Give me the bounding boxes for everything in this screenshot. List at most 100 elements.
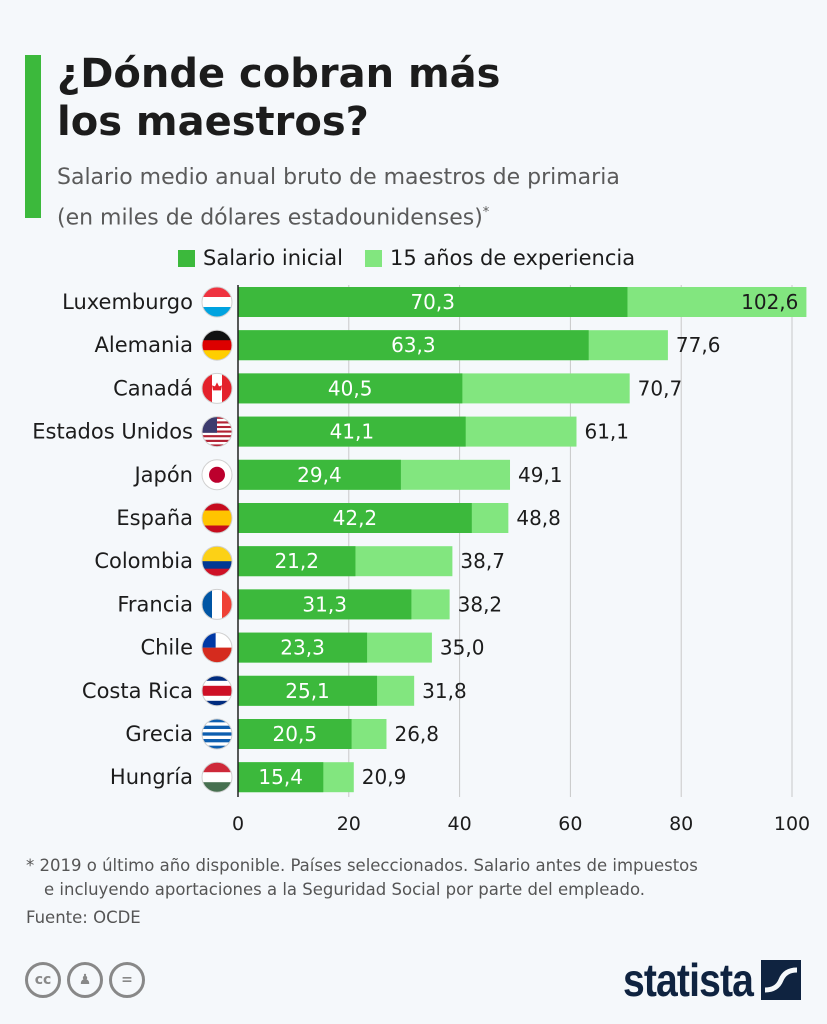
bar-initial	[238, 459, 401, 490]
flag-border	[201, 632, 233, 664]
data-label-experienced: 77,6	[676, 333, 721, 357]
flag-border	[201, 329, 233, 361]
flag-stripe	[202, 685, 232, 692]
x-tick-label: 40	[448, 813, 472, 835]
chart-subtitle: Salario medio anual bruto de maestros de…	[57, 160, 620, 235]
flag-stripe	[202, 589, 213, 620]
flag-border	[201, 416, 233, 448]
data-label-experienced: 31,8	[422, 679, 467, 703]
data-label-initial: 63,3	[391, 333, 436, 357]
flag-stripe	[202, 435, 232, 438]
x-tick-label: 20	[337, 813, 361, 835]
flag-border	[201, 372, 233, 404]
flag-stripe	[202, 680, 232, 687]
data-label-initial: 42,2	[333, 506, 378, 530]
x-tick-label: 80	[669, 813, 693, 835]
flag-stripe	[202, 647, 232, 663]
flag-stripe	[202, 518, 232, 526]
flag-border	[201, 718, 233, 750]
flag-border	[201, 545, 233, 577]
flag-stripe	[202, 546, 232, 555]
category-label: Alemania	[95, 333, 193, 357]
greece-flag-icon	[202, 719, 232, 749]
data-label-experienced: 26,8	[394, 722, 439, 746]
canada-flag-icon	[202, 373, 232, 404]
germany-flag-icon	[202, 330, 232, 361]
category-label: Francia	[117, 592, 193, 616]
category-label: Luxemburgo	[62, 290, 193, 314]
flag-stripe	[202, 441, 232, 445]
japan-flag-icon	[202, 459, 232, 490]
subtitle-line-2: (en miles de dólares estadounidenses)	[57, 205, 483, 231]
data-label-initial: 15,4	[258, 765, 303, 789]
footnote: * 2019 o último año disponible. Países s…	[26, 854, 698, 930]
flag-border	[201, 588, 233, 620]
cc-icon[interactable]: cc	[25, 962, 61, 998]
flag-stripe	[202, 700, 232, 706]
flag-stripe	[202, 729, 232, 733]
flag-stripe	[202, 732, 232, 737]
x-tick-label: 0	[232, 813, 244, 835]
category-label: Grecia	[125, 722, 193, 746]
title-line-2: los maestros?	[57, 99, 369, 145]
bar-chart: 0 20 40 60 80 100 70,3 102,6 Luxemburgo 63,3 77,6 A…	[32, 285, 810, 835]
flag-border	[201, 286, 233, 318]
flag-stripe	[202, 772, 232, 783]
colombia-flag-icon	[202, 546, 232, 577]
no-derivatives-icon[interactable]: =	[109, 962, 145, 998]
data-label-initial: 41,1	[330, 420, 375, 444]
category-label: España	[116, 506, 193, 530]
statista-logo[interactable]: statista	[600, 953, 801, 1007]
flag-stripe	[202, 340, 232, 351]
flag-stripe	[222, 589, 232, 620]
data-label-initial: 20,5	[273, 722, 318, 746]
bar-initial	[238, 330, 589, 361]
flag-stripe	[202, 439, 232, 442]
bar-initial	[238, 373, 463, 404]
flag-dot	[209, 466, 225, 483]
footnote-line-2: e incluyendo aportaciones a la Seguridad…	[44, 880, 646, 899]
data-label-initial: 29,4	[297, 463, 342, 487]
brand-name: statista	[622, 954, 754, 1006]
category-label: Canadá	[113, 376, 193, 400]
category-label: Estados Unidos	[32, 420, 193, 444]
flag-stripe	[202, 432, 232, 436]
data-label-experienced: 48,8	[516, 506, 561, 530]
flag-border	[201, 459, 233, 491]
category-label: Costa Rica	[82, 679, 193, 703]
legend: Salario inicial 15 años de experiencia	[178, 246, 635, 270]
flag-stripe	[202, 568, 232, 577]
flag-stripe	[202, 525, 232, 533]
flag-stripe	[202, 503, 232, 511]
x-tick-label: 60	[558, 813, 582, 835]
bar-initial	[238, 589, 412, 620]
data-label-experienced: 38,2	[458, 592, 503, 616]
flag-stripe	[202, 719, 232, 723]
data-label-experienced: 20,9	[362, 765, 407, 789]
flag-stripe	[202, 553, 232, 562]
flag-border	[201, 502, 233, 534]
france-flag-icon	[202, 589, 232, 620]
costa-rica-flag-icon	[202, 675, 232, 706]
flag-stripe	[202, 675, 232, 682]
flag-stripe	[202, 742, 232, 747]
data-label-initial: 40,5	[328, 376, 373, 400]
data-label-initial: 31,3	[302, 592, 347, 616]
data-label-initial: 25,1	[285, 679, 330, 703]
attribution-icon[interactable]: ♟	[67, 962, 103, 998]
usa-flag-icon	[202, 416, 232, 447]
maple-leaf	[212, 382, 222, 391]
title-accent-bar	[25, 55, 41, 218]
flag-stripe	[202, 330, 232, 341]
category-label: Japón	[132, 463, 193, 487]
subtitle-line-1: Salario medio anual bruto de maestros de…	[57, 165, 620, 190]
data-label-experienced: 61,1	[584, 420, 629, 444]
x-tick-label: 100	[774, 813, 810, 835]
data-label-experienced: 70,7	[638, 376, 683, 400]
license-icons: cc ♟ =	[25, 962, 145, 998]
flag-stripe	[202, 722, 232, 727]
spain-flag-icon	[202, 503, 232, 533]
data-label-initial: 70,3	[410, 290, 455, 314]
title-line-1: ¿Dónde cobran más	[57, 51, 501, 97]
hungary-flag-icon	[202, 762, 232, 793]
